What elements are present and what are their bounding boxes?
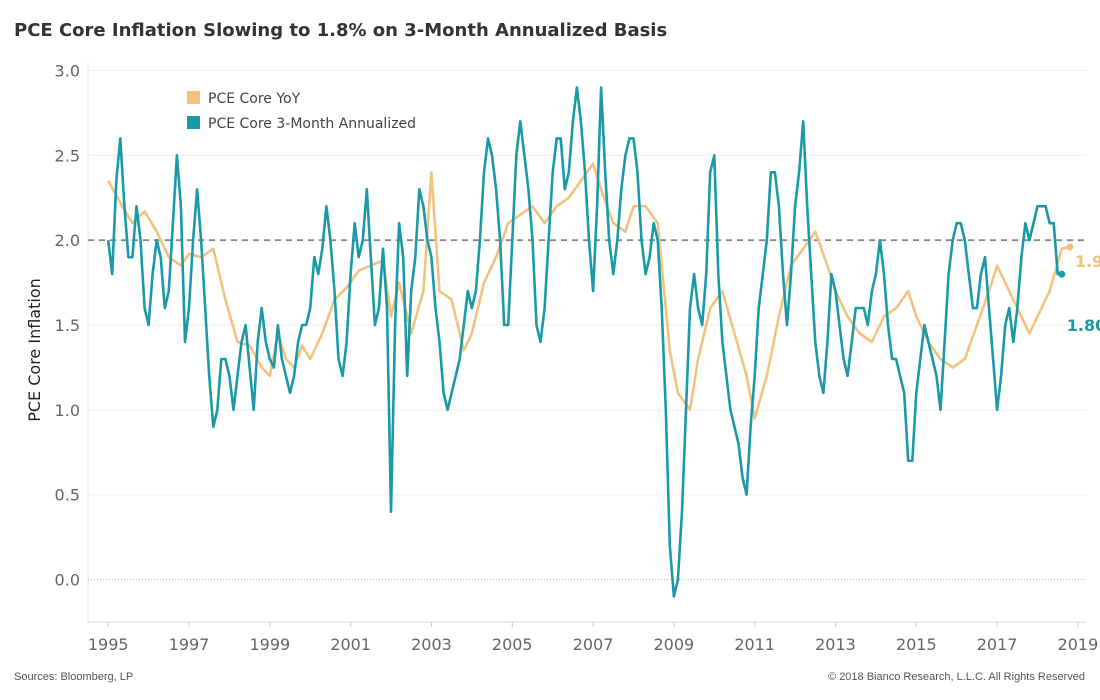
legend-label: PCE Core 3-Month Annualized: [208, 116, 416, 132]
y-tick-label: 3.0: [55, 61, 80, 80]
series-line-yoy: [107, 162, 1071, 420]
x-tick-label: 2011: [734, 635, 775, 654]
end-marker-3m: [1058, 270, 1066, 278]
series-line-3m: [106, 86, 1062, 598]
x-tick-label: 2007: [573, 635, 614, 654]
y-tick-label: 1.0: [55, 401, 80, 420]
x-tick-label: 2009: [654, 635, 695, 654]
x-tick-label: 2001: [330, 635, 371, 654]
end-label-yoy: 1.96: [1075, 252, 1100, 271]
y-tick-label: 0.5: [55, 486, 80, 505]
y-tick-label: 1.5: [55, 316, 80, 335]
x-tick-label: 2015: [896, 635, 937, 654]
legend-swatch: [187, 91, 200, 104]
sources-note: Sources: Bloomberg, LP: [14, 671, 134, 683]
legend-label: PCE Core YoY: [208, 91, 301, 107]
legend-swatch: [187, 116, 200, 129]
end-marker-yoy: [1066, 243, 1074, 251]
x-tick-label: 1997: [169, 635, 210, 654]
x-tick-label: 1995: [88, 635, 129, 654]
y-tick-label: 2.5: [55, 146, 80, 165]
y-tick-label: 2.0: [55, 231, 80, 250]
end-label-3m: 1.80: [1067, 316, 1100, 335]
y-axis-label: PCE Core Inflation: [25, 278, 44, 422]
x-tick-label: 2003: [411, 635, 452, 654]
copyright-note: © 2018 Bianco Research, L.L.C. All Right…: [828, 671, 1085, 683]
y-tick-label: 0.0: [55, 571, 80, 590]
chart-title: PCE Core Inflation Slowing to 1.8% on 3-…: [14, 20, 668, 41]
x-tick-label: 2019: [1058, 635, 1099, 654]
x-tick-label: 2017: [977, 635, 1018, 654]
x-tick-label: 2005: [492, 635, 533, 654]
x-tick-label: 2013: [815, 635, 856, 654]
x-tick-label: 1999: [249, 635, 290, 654]
